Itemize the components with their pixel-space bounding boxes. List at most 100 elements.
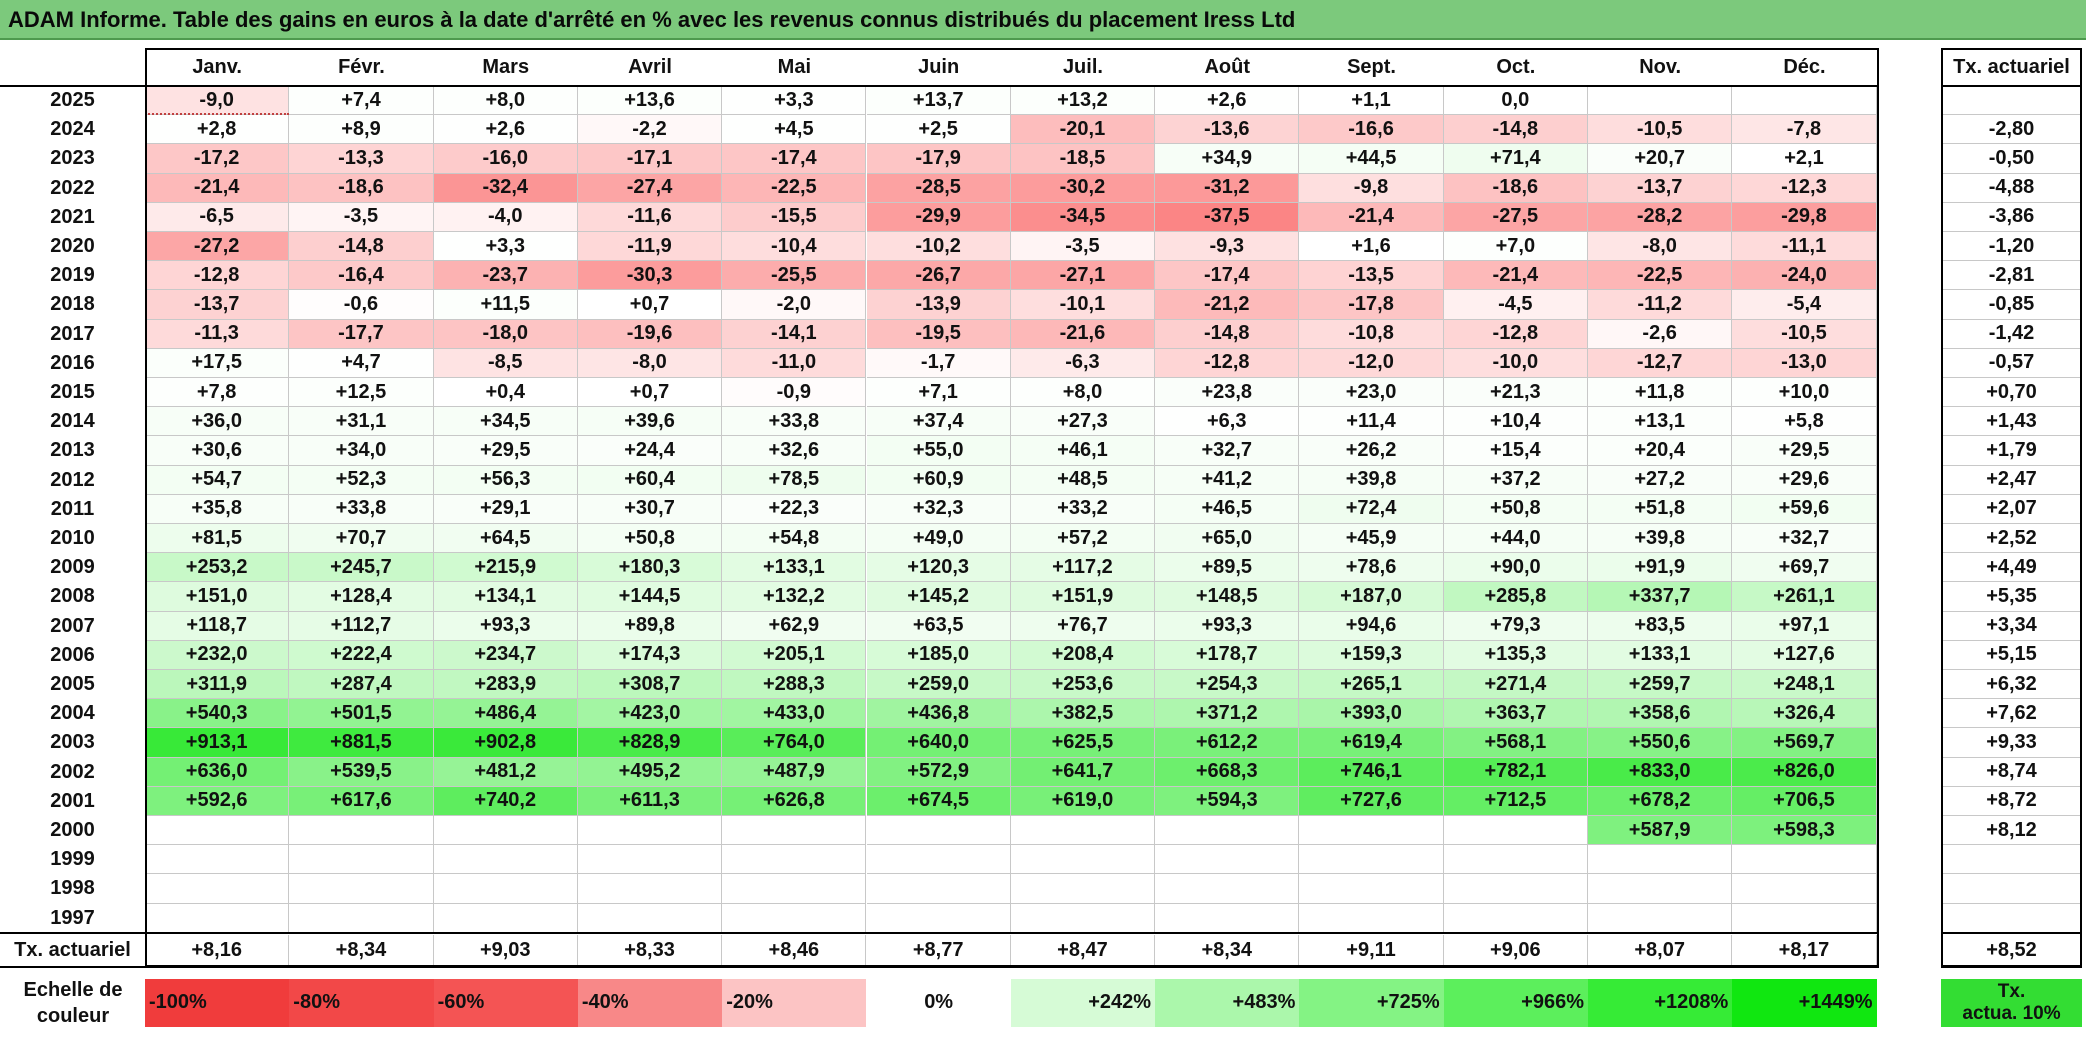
gain-cell[interactable]: +253,2 [145,553,290,583]
gain-cell[interactable] [1155,874,1300,904]
gain-cell[interactable]: +8,0 [1010,378,1156,408]
gain-cell[interactable]: +746,1 [1299,757,1444,787]
gain-cell[interactable]: +2,1 [1732,144,1877,174]
gain-cell[interactable]: +641,7 [1010,757,1156,787]
gain-cell[interactable]: +76,7 [1010,611,1156,641]
gain-cell[interactable]: -17,7 [289,319,434,349]
gain-cell[interactable]: +13,2 [1010,86,1156,116]
gain-cell[interactable]: -5,4 [1732,290,1877,320]
gain-cell[interactable]: +8,0 [433,86,578,116]
gain-cell[interactable]: -15,5 [722,202,867,232]
gain-cell[interactable] [1010,845,1156,875]
gain-cell[interactable]: +626,8 [722,786,867,816]
gain-cell[interactable]: -18,0 [433,319,578,349]
gain-cell[interactable]: -11,1 [1732,232,1877,262]
gain-cell[interactable]: +913,1 [145,728,290,758]
gain-cell[interactable]: +11,5 [433,290,578,320]
gain-cell[interactable]: -1,7 [866,348,1011,378]
gain-cell[interactable]: +57,2 [1010,524,1156,554]
gain-cell[interactable]: -37,5 [1155,202,1300,232]
gain-cell[interactable]: +326,4 [1732,699,1877,729]
gain-cell[interactable]: +133,1 [1588,640,1733,670]
gain-cell[interactable]: +5,8 [1732,407,1877,437]
gain-cell[interactable]: +46,5 [1155,494,1300,524]
gain-cell[interactable]: -11,9 [577,232,723,262]
gain-cell[interactable]: +37,2 [1443,465,1588,495]
gain-cell[interactable]: 0,0 [1443,86,1588,116]
gain-cell[interactable] [1732,874,1877,904]
gain-cell[interactable]: +54,8 [722,524,867,554]
gain-cell[interactable]: +26,2 [1299,436,1444,466]
gain-cell[interactable]: +97,1 [1732,611,1877,641]
gain-cell[interactable]: +393,0 [1299,699,1444,729]
gain-cell[interactable]: -2,0 [722,290,867,320]
gain-cell[interactable]: +72,4 [1299,494,1444,524]
gain-cell[interactable]: -21,6 [1010,319,1156,349]
gain-cell[interactable]: -16,6 [1299,115,1444,145]
gain-cell[interactable]: +8,9 [289,115,434,145]
gain-cell[interactable]: +288,3 [722,670,867,700]
gain-cell[interactable]: +44,5 [1299,144,1444,174]
gain-cell[interactable]: -10,2 [866,232,1011,262]
gain-cell[interactable]: +271,4 [1443,670,1588,700]
gain-cell[interactable]: +208,4 [1010,640,1156,670]
gain-cell[interactable]: +20,4 [1588,436,1733,466]
gain-cell[interactable]: -12,8 [1443,319,1588,349]
gain-cell[interactable]: +135,3 [1443,640,1588,670]
gain-cell[interactable]: +59,6 [1732,494,1877,524]
gain-cell[interactable]: -19,5 [866,319,1011,349]
gain-cell[interactable]: -25,5 [722,261,867,291]
gain-cell[interactable]: +433,0 [722,699,867,729]
gain-cell[interactable]: -19,6 [577,319,723,349]
gain-cell[interactable]: +34,0 [289,436,434,466]
gain-cell[interactable]: +128,4 [289,582,434,612]
gain-cell[interactable]: +30,7 [577,494,723,524]
gain-cell[interactable]: +568,1 [1443,728,1588,758]
gain-cell[interactable]: -0,6 [289,290,434,320]
gain-cell[interactable] [289,816,434,846]
gain-cell[interactable]: -8,5 [433,348,578,378]
gain-cell[interactable]: -21,4 [1299,202,1444,232]
gain-cell[interactable]: +245,7 [289,553,434,583]
gain-cell[interactable]: -12,8 [1155,348,1300,378]
gain-cell[interactable]: -10,5 [1588,115,1733,145]
gain-cell[interactable]: +50,8 [1443,494,1588,524]
gain-cell[interactable]: +32,6 [722,436,867,466]
gain-cell[interactable]: -14,1 [722,319,867,349]
gain-cell[interactable]: +133,1 [722,553,867,583]
gain-cell[interactable]: +594,3 [1155,786,1300,816]
gain-cell[interactable]: +81,5 [145,524,290,554]
gain-cell[interactable]: +587,9 [1588,816,1733,846]
gain-cell[interactable]: +617,6 [289,786,434,816]
gain-cell[interactable]: +20,7 [1588,144,1733,174]
gain-cell[interactable]: +32,7 [1155,436,1300,466]
gain-cell[interactable]: +151,9 [1010,582,1156,612]
gain-cell[interactable]: +234,7 [433,640,578,670]
gain-cell[interactable]: +619,4 [1299,728,1444,758]
gain-cell[interactable] [433,816,578,846]
gain-cell[interactable]: +4,5 [722,115,867,145]
gain-cell[interactable]: +550,6 [1588,728,1733,758]
gain-cell[interactable]: -18,6 [1443,173,1588,203]
gain-cell[interactable]: +248,1 [1732,670,1877,700]
gain-cell[interactable]: -18,5 [1010,144,1156,174]
gain-cell[interactable]: +89,8 [577,611,723,641]
gain-cell[interactable]: +145,2 [866,582,1011,612]
gain-cell[interactable]: +253,6 [1010,670,1156,700]
gain-cell[interactable]: -10,1 [1010,290,1156,320]
gain-cell[interactable]: -31,2 [1155,173,1300,203]
gain-cell[interactable]: +34,5 [433,407,578,437]
gain-cell[interactable] [1443,845,1588,875]
gain-cell[interactable]: -12,0 [1299,348,1444,378]
gain-cell[interactable]: +44,0 [1443,524,1588,554]
gain-cell[interactable]: -0,9 [722,378,867,408]
gain-cell[interactable]: +69,7 [1732,553,1877,583]
gain-cell[interactable] [577,903,723,933]
gain-cell[interactable]: +487,9 [722,757,867,787]
gain-cell[interactable]: -13,0 [1732,348,1877,378]
gain-cell[interactable]: +1,1 [1299,86,1444,116]
gain-cell[interactable]: +30,6 [145,436,290,466]
gain-cell[interactable]: +6,3 [1155,407,1300,437]
gain-cell[interactable]: -4,5 [1443,290,1588,320]
gain-cell[interactable]: -30,2 [1010,173,1156,203]
